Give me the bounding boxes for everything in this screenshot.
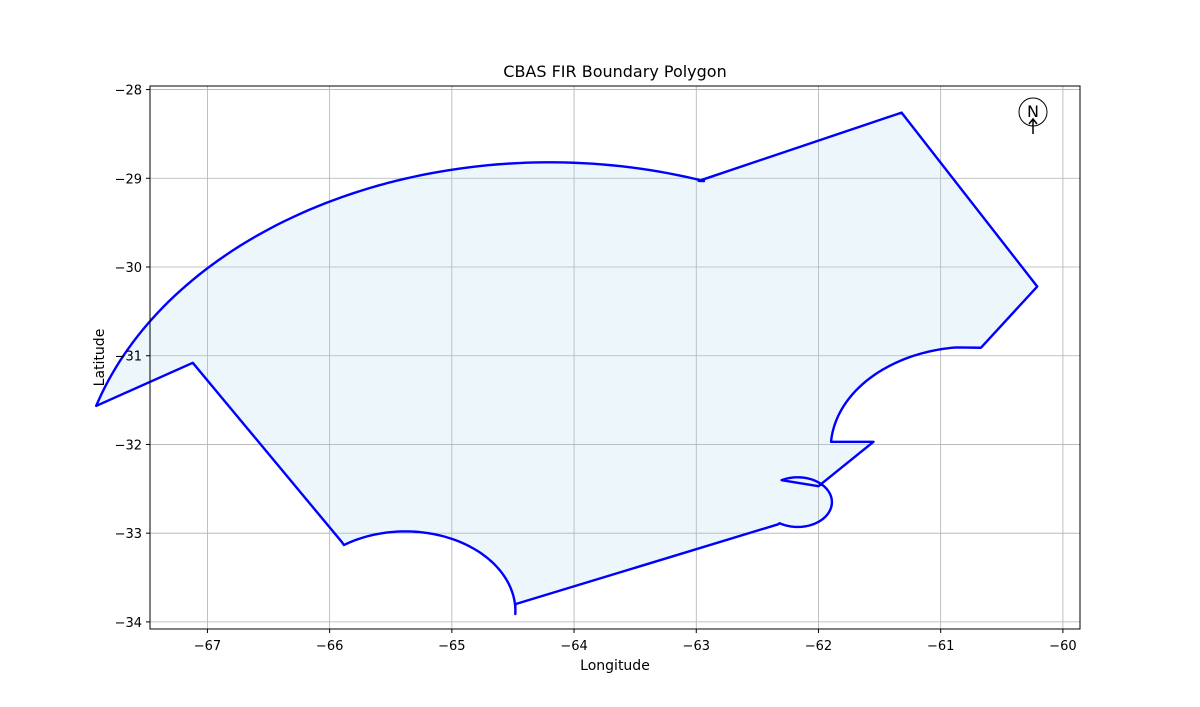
y-tick-label: −29 <box>115 172 142 187</box>
x-axis-ticks: −67 −66 −65 −64 −63 −62 −61 −60 <box>194 629 1077 654</box>
plot-frame <box>149 85 1081 630</box>
grid-lines <box>150 86 1080 629</box>
chart-title: CBAS FIR Boundary Polygon <box>503 62 726 81</box>
x-tick-label: −66 <box>316 639 343 654</box>
y-axis-ticks: −28 −29 −30 −31 −32 −33 −34 <box>115 84 150 631</box>
compass-letter: N <box>1027 102 1039 121</box>
x-tick-label: −61 <box>927 639 954 654</box>
fir-boundary-polygon <box>94 111 1039 616</box>
y-tick-label: −33 <box>115 527 142 542</box>
x-tick-label: −64 <box>560 639 587 654</box>
x-tick-label: −67 <box>194 639 221 654</box>
y-tick-label: −32 <box>115 438 142 453</box>
north-compass-icon: N <box>1018 97 1048 134</box>
y-axis-label: Latitude <box>92 329 108 387</box>
y-tick-label: −30 <box>115 261 142 276</box>
compass-arrow-icon <box>1028 117 1038 134</box>
x-axis-label: Longitude <box>580 658 650 674</box>
x-tick-label: −63 <box>683 639 710 654</box>
y-tick-label: −28 <box>115 84 142 99</box>
x-tick-label: −60 <box>1049 639 1076 654</box>
x-tick-label: −62 <box>805 639 832 654</box>
y-tick-label: −34 <box>115 616 142 631</box>
y-tick-label: −31 <box>115 350 142 365</box>
x-tick-label: −65 <box>438 639 465 654</box>
